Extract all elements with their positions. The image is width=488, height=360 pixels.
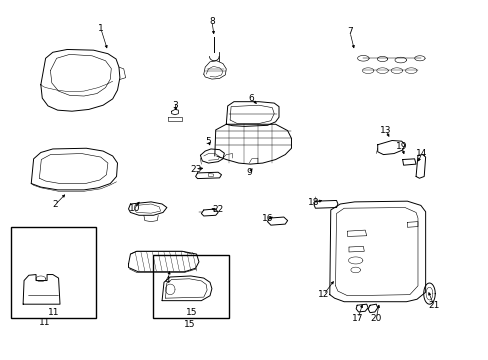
Text: 5: 5 [205,137,211,146]
Text: 7: 7 [346,27,352,36]
Text: 15: 15 [183,320,195,329]
Text: 11: 11 [47,307,59,316]
Text: 19: 19 [395,142,407,151]
Text: 10: 10 [128,204,140,213]
Text: 12: 12 [317,290,328,299]
Bar [153,256,229,318]
Text: 18: 18 [307,198,319,207]
Text: 8: 8 [208,17,214,26]
Text: 6: 6 [248,94,254,103]
Text: 13: 13 [379,126,391,135]
Text: 15: 15 [185,307,197,316]
Text: 11: 11 [39,318,50,327]
Text: 17: 17 [352,314,363,323]
Text: 20: 20 [370,314,381,323]
Text: 2: 2 [52,200,58,209]
Text: 22: 22 [212,206,223,215]
Text: 23: 23 [189,165,201,174]
Text: 4: 4 [164,276,170,285]
Bar [11,227,96,318]
Text: 3: 3 [172,102,178,111]
Text: 1: 1 [98,24,103,33]
Text: 16: 16 [261,214,273,223]
Text: 14: 14 [415,149,427,158]
Text: 21: 21 [427,301,439,310]
Text: 9: 9 [246,168,252,177]
